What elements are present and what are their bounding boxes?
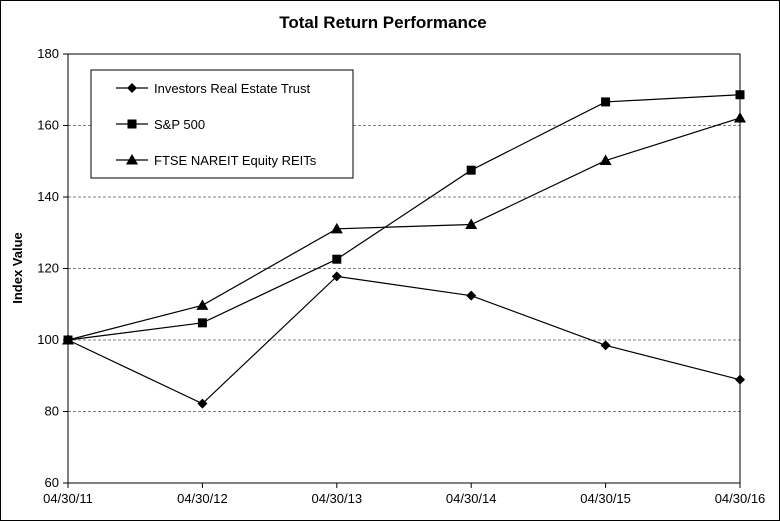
legend-label: S&P 500: [154, 117, 205, 132]
x-tick-label: 04/30/13: [311, 491, 362, 506]
data-point-diamond: [197, 398, 208, 409]
y-tick-label: 120: [37, 261, 59, 276]
y-tick-label: 80: [45, 404, 59, 419]
y-tick-label: 60: [45, 475, 59, 490]
legend-label: FTSE NAREIT Equity REITs: [154, 153, 317, 168]
y-tick-label: 180: [37, 46, 59, 61]
series-line: [67, 94, 741, 341]
legend-entry: S&P 500: [116, 117, 205, 132]
y-axis-label: Index Value: [10, 232, 25, 304]
x-tick-label: 04/30/12: [177, 491, 228, 506]
data-point-diamond: [600, 340, 611, 351]
legend-marker-triangle: [126, 154, 138, 165]
data-point-diamond: [331, 271, 342, 282]
data-point-triangle: [330, 222, 343, 234]
y-tick-labels: 60 80 100 120 140 160 180: [37, 46, 68, 490]
data-point-diamond: [735, 374, 745, 385]
data-point-triangle: [62, 334, 74, 345]
data-point-square: [197, 318, 207, 328]
x-tick-label: 04/30/16: [715, 491, 766, 506]
y-tick-label: 100: [37, 332, 59, 347]
legend-entry: FTSE NAREIT Equity REITs: [116, 153, 317, 168]
legend-label: Investors Real Estate Trust: [154, 81, 310, 96]
legend: Investors Real Estate Trust S&P 500 FTSE N…: [90, 69, 354, 179]
data-point-triangle: [599, 154, 612, 166]
series-triangle: [62, 111, 746, 345]
series-line: [67, 275, 741, 405]
x-tick-label: 04/30/15: [580, 491, 631, 506]
y-tick-label: 160: [37, 118, 59, 133]
y-tick-label: 140: [37, 189, 59, 204]
x-tick-label: 04/30/11: [43, 491, 93, 506]
data-point-triangle: [465, 218, 478, 230]
legend-marker-diamond: [127, 83, 137, 93]
series-line: [67, 117, 741, 341]
data-point-square: [332, 254, 342, 264]
chart-title: Total Return Performance: [279, 13, 487, 32]
legend-marker-square: [127, 119, 137, 129]
x-tick-labels: 04/30/11 04/30/12 04/30/13 04/30/14 04/30/15…: [43, 483, 765, 506]
legend-entry: Investors Real Estate Trust: [116, 81, 310, 96]
data-point-diamond: [466, 290, 477, 301]
x-tick-label: 04/30/14: [446, 491, 497, 506]
series-group: [62, 90, 746, 409]
data-point-triangle: [734, 111, 746, 123]
data-point-square: [466, 165, 476, 175]
data-point-square: [735, 90, 745, 100]
data-point-triangle: [196, 299, 209, 310]
data-point-square: [601, 97, 611, 107]
